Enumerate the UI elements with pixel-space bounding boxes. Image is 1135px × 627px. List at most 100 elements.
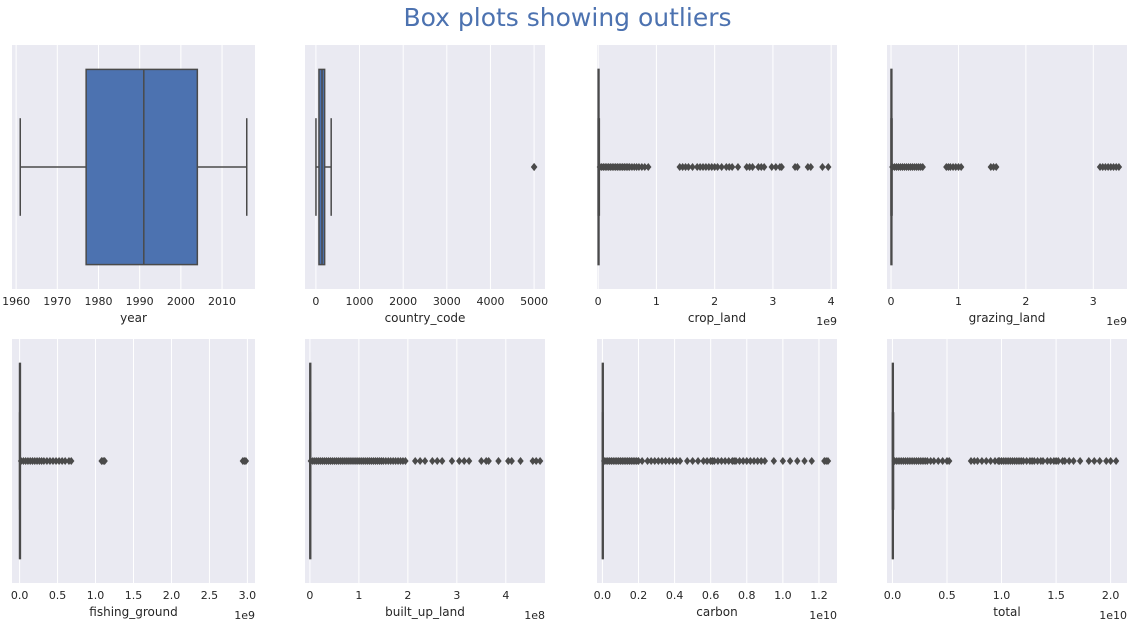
outlier-point xyxy=(1115,163,1123,171)
outlier-point xyxy=(779,457,787,465)
x-tick-label: 0.0 xyxy=(594,589,612,602)
outlier-point xyxy=(665,457,673,465)
outlier-point xyxy=(61,457,69,465)
outlier-point xyxy=(1055,457,1062,465)
outlier-point xyxy=(750,457,758,465)
subplot-built-up-land: 0 1 2 3 4 built_up_land 1e8 xyxy=(305,339,545,622)
axis-offset-label: 1e8 xyxy=(524,609,545,622)
x-axis-label: built_up_land xyxy=(385,605,465,619)
outlier-point xyxy=(1020,457,1027,465)
x-tick-label: 0.8 xyxy=(738,589,756,602)
subplot-crop-land: 0 1 2 3 4 crop_land 1e9 xyxy=(595,45,837,328)
outlier-point xyxy=(824,457,832,465)
x-tick-label: 1.0 xyxy=(774,589,792,602)
outlier-point xyxy=(1047,457,1054,465)
x-tick-label: 1980 xyxy=(84,295,112,308)
x-tick-label: 1.5 xyxy=(1047,589,1065,602)
outlier-point xyxy=(807,163,814,171)
x-tick-label: 0.5 xyxy=(938,589,956,602)
outlier-point xyxy=(983,457,990,465)
outlier-point xyxy=(460,457,468,465)
outlier-point xyxy=(421,457,429,465)
x-tick-label: 2.0 xyxy=(163,589,181,602)
outlier-point xyxy=(416,457,424,465)
outlier-point xyxy=(438,457,446,465)
x-tick-label: 2 xyxy=(404,589,411,602)
x-tick-label: 2 xyxy=(711,295,718,308)
outlier-point xyxy=(725,457,732,465)
x-tick-label: 2.5 xyxy=(201,589,219,602)
outlier-point xyxy=(703,457,711,465)
outlier-point xyxy=(1107,457,1114,465)
subplot-grazing-land: 0 1 2 3 grazing_land 1e9 xyxy=(887,45,1127,328)
subplot-total: 0.0 0.5 1.0 1.5 2.0 total 1e10 xyxy=(884,339,1127,622)
subplot-year: 1960 1970 1980 1990 2000 2010 year xyxy=(2,45,255,325)
outlier-point xyxy=(718,457,725,465)
x-tick-label: 0 xyxy=(312,295,319,308)
x-tick-label: 1.0 xyxy=(87,589,105,602)
outlier-point xyxy=(758,457,765,465)
x-tick-label: 0.5 xyxy=(49,589,67,602)
outlier-point xyxy=(651,457,658,465)
outlier-point xyxy=(689,163,696,171)
outlier-point xyxy=(971,457,978,465)
outlier-point xyxy=(939,457,946,465)
outlier-point xyxy=(508,457,515,465)
x-tick-label: 0 xyxy=(306,589,313,602)
outlier-point xyxy=(819,163,826,171)
outlier-point xyxy=(1023,457,1030,465)
x-tick-label: 5000 xyxy=(520,295,548,308)
outlier-point xyxy=(734,163,742,171)
x-tick-label: 1.5 xyxy=(125,589,143,602)
outlier-point xyxy=(801,457,808,465)
x-tick-label: 0.6 xyxy=(702,589,720,602)
x-tick-label: 0 xyxy=(595,295,602,308)
outlier-point xyxy=(728,163,736,171)
outlier-point xyxy=(935,457,942,465)
outlier-point xyxy=(412,457,419,465)
outlier-point xyxy=(638,457,646,465)
outlier-point xyxy=(530,163,538,171)
outlier-point xyxy=(794,163,801,171)
outlier-point xyxy=(505,457,512,465)
x-tick-label: 1000 xyxy=(346,295,374,308)
outlier-point xyxy=(743,457,750,465)
outlier-point xyxy=(808,457,815,465)
x-tick-label: 1 xyxy=(955,295,962,308)
x-tick-label: 4 xyxy=(828,295,835,308)
outlier-point xyxy=(101,457,108,465)
outlier-point xyxy=(1112,457,1120,465)
x-tick-label: 0.2 xyxy=(630,589,648,602)
outlier-point xyxy=(754,457,761,465)
outlier-point xyxy=(721,457,729,465)
outlier-point xyxy=(448,457,456,465)
subplot-fishing-ground: 0.0 0.5 1.0 1.5 2.0 2.5 3.0 fishing_ground 1e9 xyxy=(11,339,256,622)
x-axis-label: crop_land xyxy=(688,311,746,325)
outlier-point xyxy=(1044,457,1051,465)
outlier-point xyxy=(402,457,409,465)
outlier-point xyxy=(945,457,953,465)
x-tick-label: 0 xyxy=(888,295,895,308)
outlier-point xyxy=(1065,457,1073,465)
outlier-point xyxy=(68,457,75,465)
box xyxy=(85,68,199,266)
outlier-point xyxy=(658,457,666,465)
x-axis-label: country_code xyxy=(385,311,466,325)
x-tick-label: 3 xyxy=(453,589,460,602)
outlier-point xyxy=(778,163,785,171)
x-axis-label: carbon xyxy=(696,605,737,619)
outlier-point xyxy=(1076,457,1084,465)
outlier-point xyxy=(736,457,743,465)
outlier-point xyxy=(718,163,725,171)
axis-offset-label: 1e9 xyxy=(234,609,255,622)
outlier-point xyxy=(1103,457,1110,465)
x-tick-label: 3000 xyxy=(433,295,461,308)
outlier-point xyxy=(429,457,436,465)
x-tick-label: 1960 xyxy=(2,295,30,308)
outlier-point xyxy=(1034,457,1041,465)
outlier-point xyxy=(714,163,721,171)
outlier-point xyxy=(1070,457,1077,465)
outlier-point xyxy=(434,457,441,465)
outlier-point xyxy=(770,457,778,465)
